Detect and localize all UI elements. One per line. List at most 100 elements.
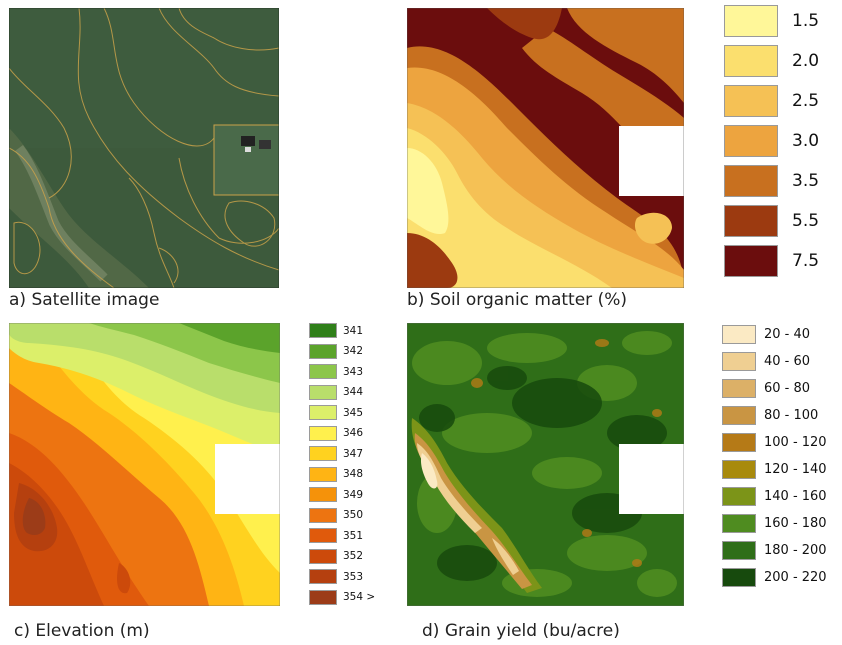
legend-elevation-item: 349 (309, 487, 363, 502)
legend-swatch (309, 425, 337, 441)
legend-swatch (309, 323, 337, 338)
legend-label: 140 - 160 (764, 489, 827, 504)
legend-label: 40 - 60 (764, 354, 811, 369)
legend-swatch (309, 343, 337, 359)
legend-swatch (722, 325, 756, 344)
legend-label: 353 (343, 570, 364, 583)
legend-elevation-item: 354 > (309, 589, 376, 605)
legend-label: 346 (343, 427, 364, 439)
legend-label: 160 - 180 (764, 516, 827, 531)
legend-elevation-item: 352 (309, 548, 364, 564)
legend-yield-item: 100 - 120 (722, 433, 827, 452)
legend-elevation-item: 351 (309, 528, 363, 543)
legend-swatch (309, 507, 337, 523)
legend-label: 180 - 200 (764, 543, 827, 558)
grain-yield-map (407, 323, 684, 606)
legend-label: 3.0 (792, 131, 820, 151)
legend-yield: 20 - 40 40 - 60 60 - 80 80 - 100 100 - 1… (722, 325, 840, 615)
legend-swatch (309, 405, 337, 420)
legend-label: 343 (343, 365, 364, 378)
legend-organic-matter-item: 3.5 (724, 165, 819, 197)
legend-label: 351 (343, 529, 364, 542)
legend-label: 200 - 220 (764, 570, 827, 585)
legend-label: 342 (343, 345, 364, 357)
legend-elevation-item: 348 (309, 466, 364, 482)
legend-swatch (309, 364, 337, 379)
legend-label: 1.5 (792, 11, 820, 31)
legend-label: 344 (343, 386, 364, 398)
legend-label: 347 (343, 447, 364, 460)
legend-yield-item: 180 - 200 (722, 541, 827, 560)
legend-label: 120 - 140 (764, 462, 827, 477)
satellite-image-map (9, 8, 279, 288)
legend-swatch (722, 487, 756, 506)
legend-swatch (724, 45, 778, 77)
legend-label: 354 > (343, 591, 376, 603)
legend-label: 2.5 (792, 91, 820, 111)
legend-label: 100 - 120 (764, 435, 827, 450)
legend-swatch (724, 205, 778, 237)
legend-elevation-item: 346 (309, 425, 364, 441)
legend-swatch (722, 541, 756, 560)
legend-swatch (722, 433, 756, 452)
legend-yield-item: 80 - 100 (722, 406, 818, 425)
legend-swatch (309, 528, 337, 543)
soil-organic-matter-map (407, 8, 684, 288)
caption-satellite: a) Satellite image (9, 290, 160, 310)
legend-yield-item: 160 - 180 (722, 514, 827, 533)
legend-yield-item: 20 - 40 (722, 325, 810, 344)
caption-grain-yield: d) Grain yield (bu/acre) (422, 621, 620, 641)
legend-yield-item: 60 - 80 (722, 379, 810, 398)
legend-organic-matter-item: 7.5 (724, 245, 819, 277)
legend-elevation: 341 342 343 344 345 346 347 348 349 350 … (309, 323, 389, 613)
legend-label: 341 (343, 324, 364, 337)
legend-organic-matter-item: 3.0 (724, 125, 819, 157)
caption-elevation: c) Elevation (m) (14, 621, 150, 641)
legend-elevation-item: 342 (309, 343, 364, 359)
legend-swatch (309, 466, 337, 482)
legend-label: 352 (343, 550, 364, 562)
legend-label: 80 - 100 (764, 408, 819, 423)
legend-label: 20 - 40 (764, 327, 811, 342)
legend-label: 2.0 (792, 51, 820, 71)
legend-swatch (309, 446, 337, 461)
legend-elevation-item: 347 (309, 446, 363, 461)
legend-organic-matter: 1.5 2.0 2.5 3.0 3.5 5.5 7.5 (724, 5, 834, 290)
legend-swatch (309, 548, 337, 564)
legend-organic-matter-item: 1.5 (724, 5, 819, 37)
legend-yield-item: 40 - 60 (722, 352, 810, 371)
legend-swatch (309, 569, 337, 584)
legend-elevation-item: 353 (309, 569, 363, 584)
legend-label: 60 - 80 (764, 381, 811, 396)
legend-swatch (722, 379, 756, 398)
legend-elevation-item: 341 (309, 323, 363, 338)
legend-swatch (309, 589, 337, 605)
legend-yield-item: 200 - 220 (722, 568, 827, 587)
legend-organic-matter-item: 2.0 (724, 45, 819, 77)
legend-organic-matter-item: 2.5 (724, 85, 819, 117)
legend-swatch (722, 352, 756, 371)
legend-swatch (724, 5, 778, 37)
legend-swatch (722, 406, 756, 425)
legend-elevation-item: 345 (309, 405, 363, 420)
legend-swatch (724, 245, 778, 277)
legend-swatch (724, 165, 778, 197)
legend-elevation-item: 343 (309, 364, 363, 379)
legend-swatch (724, 85, 778, 117)
caption-soil-organic-matter: b) Soil organic matter (%) (407, 290, 627, 310)
legend-swatch (722, 568, 756, 587)
legend-elevation-item: 344 (309, 384, 364, 400)
legend-label: 350 (343, 509, 364, 521)
legend-label: 3.5 (792, 171, 820, 191)
legend-yield-item: 140 - 160 (722, 487, 827, 506)
legend-label: 7.5 (792, 251, 820, 271)
legend-swatch (722, 514, 756, 533)
legend-label: 5.5 (792, 211, 820, 231)
legend-swatch (309, 487, 337, 502)
legend-label: 348 (343, 468, 364, 480)
legend-label: 345 (343, 406, 364, 419)
legend-label: 349 (343, 488, 364, 501)
legend-swatch (722, 460, 756, 479)
legend-swatch (309, 384, 337, 400)
elevation-map (9, 323, 280, 606)
